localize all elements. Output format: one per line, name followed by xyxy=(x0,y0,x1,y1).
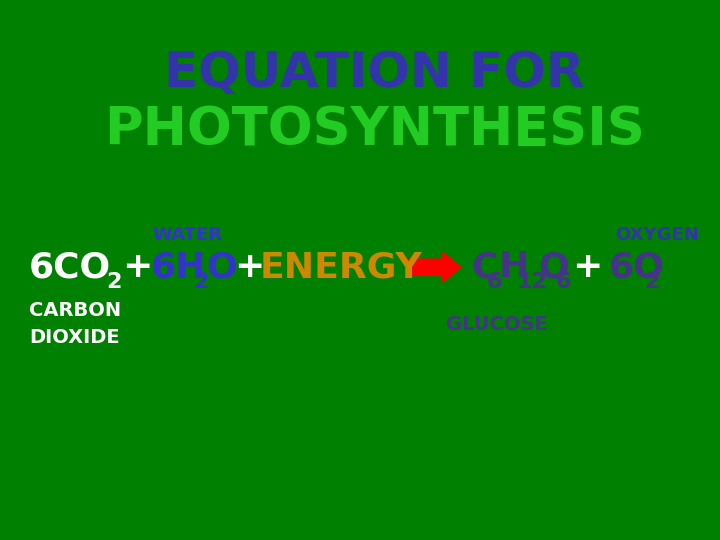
FancyArrow shape xyxy=(407,252,461,282)
Text: O: O xyxy=(538,251,569,284)
Text: 6H: 6H xyxy=(151,251,207,284)
Text: ENERGY: ENERGY xyxy=(259,251,422,284)
Text: WATER: WATER xyxy=(152,226,222,244)
Text: OXYGEN: OXYGEN xyxy=(615,226,698,244)
Text: H: H xyxy=(499,251,529,284)
Text: GLUCOSE: GLUCOSE xyxy=(446,314,548,334)
Text: 2: 2 xyxy=(193,272,208,293)
Text: 2: 2 xyxy=(107,272,122,293)
Text: 12: 12 xyxy=(517,272,548,293)
Text: 6: 6 xyxy=(556,272,572,293)
Text: 6: 6 xyxy=(487,272,503,293)
Text: 2: 2 xyxy=(644,272,660,293)
Text: +: + xyxy=(572,251,603,284)
Text: PHOTOSYNTHESIS: PHOTOSYNTHESIS xyxy=(104,104,645,156)
Text: EQUATION FOR: EQUATION FOR xyxy=(164,49,585,97)
Text: 6O: 6O xyxy=(608,251,665,284)
Text: +: + xyxy=(234,251,264,284)
Text: O: O xyxy=(207,251,238,284)
Text: CARBON
DIOXIDE: CARBON DIOXIDE xyxy=(29,301,121,347)
Text: C: C xyxy=(472,251,498,284)
Text: 6CO: 6CO xyxy=(29,251,111,284)
Text: +: + xyxy=(122,251,153,284)
